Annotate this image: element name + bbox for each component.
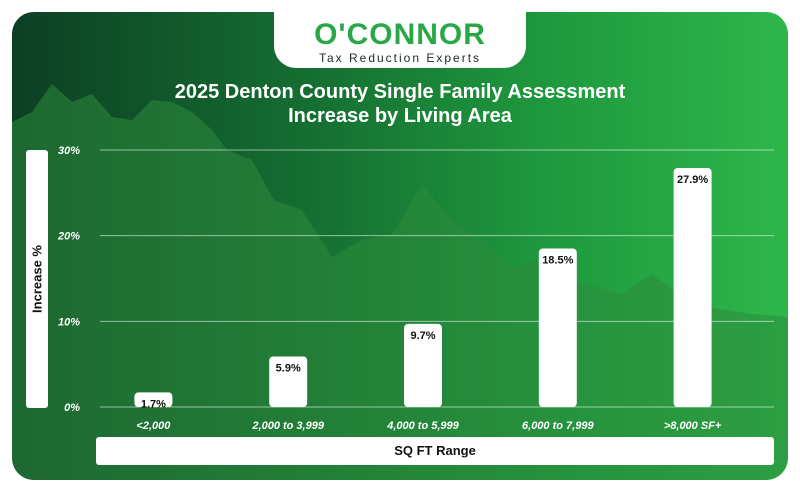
y-tick-label: 10% xyxy=(58,316,80,328)
chart-title-line-1: 2025 Denton County Single Family Assessm… xyxy=(174,81,626,103)
brand-logo: O'CONNOR xyxy=(314,18,486,51)
x-tick-label: <2,000 xyxy=(136,420,171,432)
brand-tagline: Tax Reduction Experts xyxy=(318,51,482,65)
y-tick-label: 0% xyxy=(64,402,80,414)
bar-value-label: 5.9% xyxy=(276,362,301,374)
y-tick-label: 20% xyxy=(57,231,80,243)
bar-value-label: 1.7% xyxy=(141,398,166,410)
x-tick-label: 6,000 to 7,999 xyxy=(522,420,594,432)
chart-title: 2025 Denton County Single Family Assessm… xyxy=(100,80,700,128)
bar-value-label: 27.9% xyxy=(677,174,708,186)
bar-value-label: 18.5% xyxy=(542,255,573,267)
y-axis-label-box xyxy=(26,150,48,408)
bar xyxy=(404,323,442,407)
bar-value-label: 9.7% xyxy=(410,330,435,342)
x-tick-label: 2,000 to 3,999 xyxy=(251,420,324,432)
x-tick-label: 4,000 to 5,999 xyxy=(386,420,459,432)
bar xyxy=(538,248,577,407)
chart-title-line-2: Increase by Living Area xyxy=(288,105,512,127)
y-tick-label: 30% xyxy=(58,145,80,157)
bar xyxy=(673,167,712,407)
bar xyxy=(269,356,308,407)
x-tick-label: >8,000 SF+ xyxy=(664,420,722,432)
x-axis-label: SQ FT Range xyxy=(96,437,774,465)
bar xyxy=(134,392,173,407)
background-mountain-silhouette xyxy=(12,84,788,480)
logo-tab: O'CONNOR Tax Reduction Experts xyxy=(274,12,526,68)
